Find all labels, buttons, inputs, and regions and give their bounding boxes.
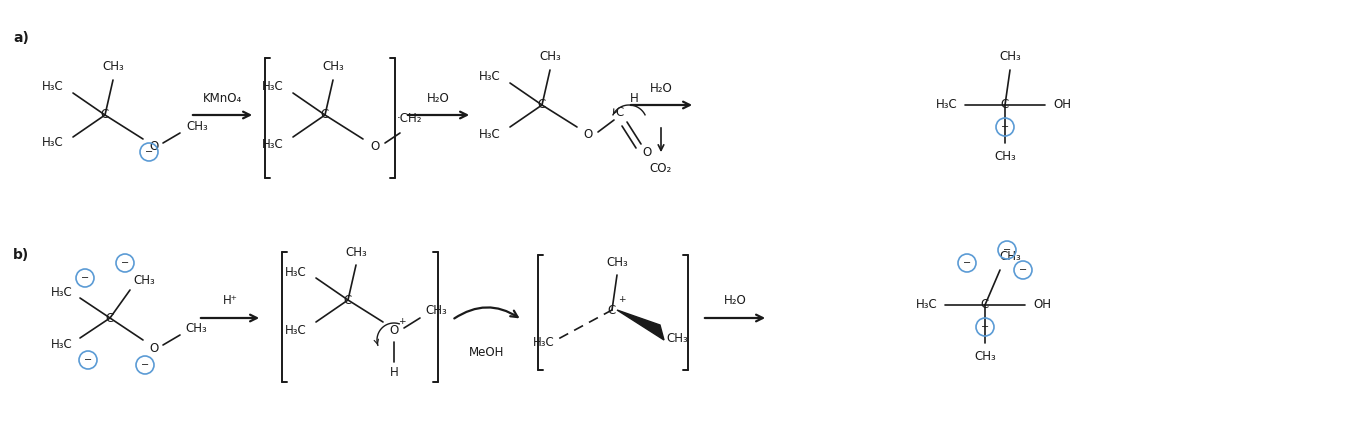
Text: C: C <box>105 312 113 324</box>
Text: CH₃: CH₃ <box>103 61 124 73</box>
Text: b): b) <box>14 248 29 262</box>
Text: −: − <box>982 322 990 332</box>
Text: H⁺: H⁺ <box>223 294 238 308</box>
Text: H₃C: H₃C <box>51 339 72 351</box>
Text: H₂O: H₂O <box>723 294 746 308</box>
Text: CH₃: CH₃ <box>425 304 447 316</box>
Text: H₃C: H₃C <box>286 266 306 278</box>
Text: OH: OH <box>1053 99 1070 111</box>
Text: O: O <box>390 324 399 338</box>
Text: −: − <box>1003 245 1012 255</box>
Text: C: C <box>608 304 617 316</box>
Text: H₃C: H₃C <box>262 138 284 152</box>
Text: CH₃: CH₃ <box>539 50 560 64</box>
Text: O: O <box>642 146 652 160</box>
Text: CH₃: CH₃ <box>994 150 1016 164</box>
Text: −: − <box>962 258 971 268</box>
Text: −: − <box>1018 265 1027 275</box>
Text: H₃C: H₃C <box>936 99 958 111</box>
Text: H₃C: H₃C <box>533 336 555 350</box>
Text: O: O <box>584 129 593 141</box>
Text: O: O <box>149 140 159 152</box>
Text: CH₃: CH₃ <box>606 255 627 268</box>
Text: O: O <box>149 342 159 354</box>
Polygon shape <box>617 310 664 340</box>
Text: C: C <box>982 298 990 312</box>
Text: O: O <box>370 140 380 152</box>
Text: C: C <box>101 108 109 122</box>
Text: H₂O: H₂O <box>649 81 673 95</box>
Text: CH₃: CH₃ <box>666 332 688 344</box>
Text: −: − <box>145 147 153 157</box>
Text: H₃C: H₃C <box>51 286 72 298</box>
Text: ·CH₂: ·CH₂ <box>398 113 422 126</box>
Text: CH₃: CH₃ <box>133 274 154 287</box>
Text: CH₃: CH₃ <box>323 61 344 73</box>
Text: CH₃: CH₃ <box>186 121 208 133</box>
Text: C: C <box>344 293 353 306</box>
Text: CH₃: CH₃ <box>975 351 997 363</box>
Text: MeOH: MeOH <box>469 346 504 358</box>
Text: CH₃: CH₃ <box>999 251 1021 263</box>
Text: H₃C: H₃C <box>262 80 284 94</box>
Text: H: H <box>630 91 638 104</box>
Text: OH: OH <box>1033 298 1051 312</box>
Text: +: + <box>398 317 406 327</box>
Text: −: − <box>120 258 128 268</box>
Text: H₃C: H₃C <box>286 324 306 336</box>
Text: H₃C: H₃C <box>478 71 500 84</box>
Text: −: − <box>81 273 89 283</box>
Text: KMnO₄: KMnO₄ <box>202 91 242 104</box>
Text: a): a) <box>14 31 29 45</box>
Text: CH₃: CH₃ <box>999 50 1021 64</box>
Text: C: C <box>1001 99 1009 111</box>
Text: −: − <box>83 355 92 365</box>
Text: C: C <box>321 108 329 122</box>
Text: H: H <box>390 366 398 380</box>
Text: H₃C: H₃C <box>42 80 64 94</box>
Text: H₃C: H₃C <box>478 129 500 141</box>
Text: +: + <box>618 296 626 305</box>
Text: CO₂: CO₂ <box>649 161 673 175</box>
Text: C: C <box>537 99 547 111</box>
Text: H₃C: H₃C <box>916 298 938 312</box>
Text: CH₃: CH₃ <box>185 321 206 335</box>
Text: CH₃: CH₃ <box>344 245 366 259</box>
Text: −: − <box>141 360 149 370</box>
Text: H₃C: H₃C <box>42 137 64 149</box>
Text: −: − <box>1001 122 1009 132</box>
Text: C: C <box>617 106 625 118</box>
Text: H₂O: H₂O <box>427 91 450 104</box>
